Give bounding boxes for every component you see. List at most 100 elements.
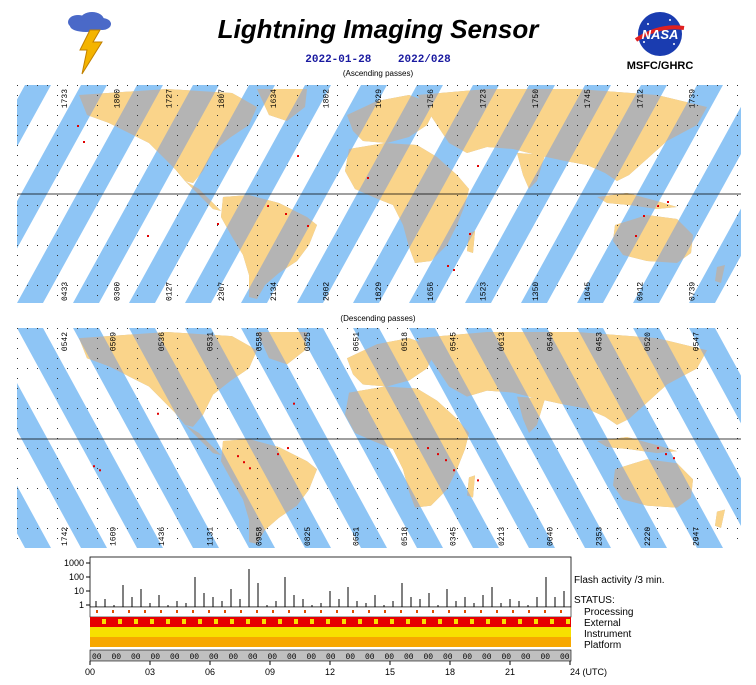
grid-dot: [667, 488, 668, 489]
grid-dot: [247, 448, 248, 449]
grid-dot: [647, 368, 648, 369]
grid-dot: [217, 368, 218, 369]
grid-dot: [737, 195, 738, 196]
grid-dot: [97, 85, 98, 86]
x-tick-label: 21: [505, 667, 515, 677]
grid-dot: [437, 328, 438, 329]
grid-dot: [737, 215, 738, 216]
grid-dot: [657, 185, 658, 186]
grid-dot: [617, 368, 618, 369]
pass-time-label: 0536: [158, 332, 167, 351]
observed-land-band: [547, 332, 697, 544]
grid-dot: [257, 275, 258, 276]
grid-dot: [137, 438, 138, 439]
grid-dot: [17, 215, 18, 216]
grid-dot: [687, 528, 688, 529]
pass-time-label: 2134: [270, 282, 279, 301]
status-tick: [272, 610, 274, 613]
platform-bar-label: 00: [326, 653, 336, 662]
orbit-swath-band: [689, 208, 741, 303]
grid-dot: [457, 388, 458, 389]
grid-dot: [197, 85, 198, 86]
grid-dot: [477, 488, 478, 489]
grid-dot: [267, 368, 268, 369]
grid-dot: [557, 125, 558, 126]
grid-dot: [27, 285, 28, 286]
grid-dot: [617, 135, 618, 136]
grid-dot: [487, 328, 488, 329]
grid-dot: [257, 538, 258, 539]
grid-dot: [347, 368, 348, 369]
land-region: [185, 424, 221, 456]
grid-dot: [617, 488, 618, 489]
grid-dot: [507, 165, 508, 166]
grid-dot: [237, 125, 238, 126]
status-tick: [118, 619, 122, 624]
grid-dot: [17, 265, 18, 266]
grid-dot: [137, 538, 138, 539]
grid-dot: [267, 328, 268, 329]
flash-point: [657, 205, 659, 207]
grid-dot: [257, 428, 258, 429]
pass-time-label: 1807: [218, 89, 227, 108]
grid-dot: [457, 358, 458, 359]
grid-dot: [417, 125, 418, 126]
grid-dot: [497, 275, 498, 276]
grid-dot: [27, 448, 28, 449]
grid-dot: [397, 408, 398, 409]
grid-dot: [337, 458, 338, 459]
grid-dot: [227, 205, 228, 206]
grid-dot: [557, 528, 558, 529]
grid-dot: [157, 285, 158, 286]
grid-dot: [607, 125, 608, 126]
grid-dot: [457, 408, 458, 409]
grid-dot: [97, 95, 98, 96]
x-tick-label: 06: [205, 667, 215, 677]
grid-dot: [367, 328, 368, 329]
grid-dot: [137, 388, 138, 389]
grid-dot: [337, 358, 338, 359]
grid-dot: [17, 498, 18, 499]
grid-dot: [177, 348, 178, 349]
grid-dot: [517, 205, 518, 206]
grid-dot: [257, 255, 258, 256]
grid-dot: [237, 165, 238, 166]
status-tick: [518, 619, 522, 624]
flash-point: [427, 447, 429, 450]
grid-dot: [277, 165, 278, 166]
grid-dot: [57, 165, 58, 166]
grid-dot: [577, 358, 578, 359]
grid-dot: [147, 408, 148, 409]
grid-dot: [417, 338, 418, 339]
grid-dot: [417, 378, 418, 379]
grid-dot: [727, 285, 728, 286]
grid-dot: [177, 538, 178, 539]
status-tick: [486, 619, 490, 624]
grid-dot: [417, 468, 418, 469]
grid-dot: [617, 255, 618, 256]
grid-dot: [667, 448, 668, 449]
grid-dot: [327, 448, 328, 449]
grid-dot: [507, 245, 508, 246]
grid-dot: [737, 498, 738, 499]
pass-time-label: 0453: [595, 332, 604, 351]
grid-dot: [347, 488, 348, 489]
grid-dot: [67, 448, 68, 449]
grid-dot: [737, 388, 738, 389]
grid-dot: [277, 488, 278, 489]
grid-dot: [377, 165, 378, 166]
grid-dot: [137, 295, 138, 296]
grid-dot: [617, 215, 618, 216]
grid-dot: [347, 528, 348, 529]
grid-dot: [717, 165, 718, 166]
status-tick: [240, 610, 242, 613]
grid-dot: [577, 418, 578, 419]
grid-dot: [637, 285, 638, 286]
x-tick-label: 00: [85, 667, 95, 677]
grid-dot: [587, 408, 588, 409]
grid-dot: [717, 285, 718, 286]
grid-dot: [167, 285, 168, 286]
grid-dot: [417, 185, 418, 186]
grid-dot: [717, 528, 718, 529]
x-axis-ticks: 00 03 06 09 12 15 18 21 24 (UTC): [85, 661, 607, 677]
